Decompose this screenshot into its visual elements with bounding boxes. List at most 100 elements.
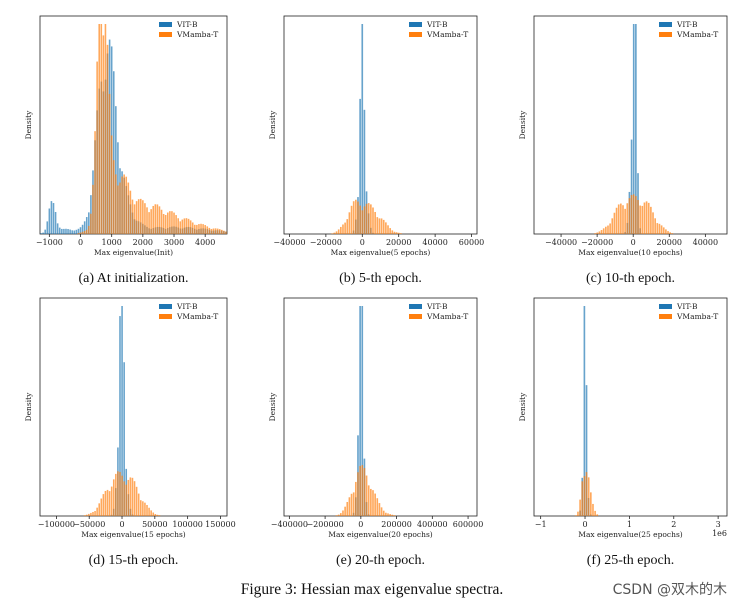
histogram-bar [53, 203, 55, 234]
histogram-bar [601, 230, 603, 234]
histogram-bar [633, 194, 635, 234]
histogram-bar [169, 211, 171, 234]
histogram-bar [96, 62, 98, 234]
histogram-bar [355, 482, 357, 516]
x-tick-label: −20000 [310, 238, 342, 247]
x-axis-label: Max eigenvalue(5 epochs) [331, 248, 431, 257]
histogram-bar [644, 203, 646, 234]
legend-swatch [159, 32, 172, 37]
histogram-bar [209, 228, 211, 234]
histogram-bar [391, 515, 393, 516]
histogram-bar [142, 501, 144, 516]
histogram-bar [146, 505, 148, 516]
histogram-bar [387, 513, 389, 516]
histogram-bar [336, 515, 338, 516]
histogram-bar [217, 229, 219, 234]
histogram-bar [605, 227, 607, 234]
legend-swatch [659, 304, 672, 309]
x-tick-label: −400000 [271, 520, 308, 529]
histogram-bar [353, 492, 355, 516]
histogram-bar [379, 503, 381, 516]
histogram-bar [96, 508, 98, 516]
histogram-bar [669, 232, 671, 234]
histogram-bar [370, 489, 372, 516]
histogram-bar [586, 472, 588, 516]
x-tick-label: −20000 [581, 238, 613, 247]
histogram-bar [188, 219, 190, 234]
histogram-bar [665, 229, 667, 234]
histogram-bar [389, 228, 391, 234]
legend-label: VMamba-T [426, 312, 468, 321]
histogram-bar [641, 206, 643, 234]
histogram-bar [55, 212, 57, 234]
series-vit-b [40, 40, 227, 234]
histogram-bar [624, 209, 626, 234]
histogram-bar [635, 196, 637, 234]
histogram-bar [618, 204, 620, 234]
histogram-bar [614, 213, 616, 234]
histogram-bar [159, 206, 161, 234]
legend-label: VMamba-T [676, 312, 718, 321]
histogram-bar [111, 487, 113, 516]
panel-caption: (f) 25-th epoch. [587, 553, 674, 568]
histogram-bar [157, 204, 159, 234]
histogram-bar [654, 218, 656, 234]
histogram-bar [171, 211, 173, 234]
histogram-bar [575, 515, 577, 516]
x-axis-label: Max eigenvalue(15 epochs) [81, 530, 186, 539]
x-axis-label: Max eigenvalue(Init) [94, 248, 173, 257]
histogram-bar [163, 214, 165, 234]
histogram-bar [165, 215, 167, 234]
x-tick-label: 0 [360, 238, 365, 247]
histogram-bar [123, 174, 125, 234]
chart-panel-4: −100000−50000 0 50000 100000 150000Max eigen… [24, 298, 236, 568]
legend: VIT-BVMamba-T [159, 20, 218, 39]
histogram-bar [78, 233, 80, 234]
series-vit-b [579, 306, 591, 516]
histogram-bar [40, 233, 42, 234]
legend-label: VMamba-T [676, 30, 718, 39]
histogram-bar [159, 515, 161, 516]
histogram-bar [150, 209, 152, 234]
histogram-bar [150, 510, 152, 516]
histogram-bar [590, 492, 592, 516]
x-tick-label: 200000 [381, 520, 412, 529]
histogram-bar [637, 200, 639, 234]
histogram-bar [86, 515, 88, 516]
histogram-bar [155, 514, 157, 516]
histogram-bar [346, 502, 348, 516]
legend-label: VMamba-T [176, 30, 218, 39]
histogram-bar [577, 512, 579, 516]
histogram-bars [336, 306, 396, 516]
histogram-bar [671, 233, 673, 234]
histogram-bar [42, 233, 44, 234]
x-axis-label: Max eigenvalue(20 epochs) [328, 530, 433, 539]
histogram-bar [374, 494, 376, 516]
histogram-bar [182, 220, 184, 234]
histogram-bar [142, 200, 144, 234]
histogram-bar [98, 24, 100, 234]
legend-label: VMamba-T [176, 312, 218, 321]
histogram-bar [646, 201, 648, 234]
histogram-bar [109, 491, 111, 516]
histogram-bar [198, 224, 200, 234]
histogram-bar [177, 218, 179, 234]
plot-frame [40, 298, 227, 516]
x-tick-label: 40000 [422, 238, 447, 247]
panel-caption: (e) 20-th epoch. [336, 553, 425, 568]
legend-label: VIT-B [426, 20, 448, 29]
chart-panel-2: −40000 −20000 0 20000 40000 60000Max eigenval… [268, 16, 484, 286]
histogram-bar [603, 228, 605, 234]
histogram-bar [140, 199, 142, 234]
histogram-bar [652, 212, 654, 234]
legend-swatch [659, 314, 672, 319]
histogram-bar [86, 230, 88, 234]
histogram-bar [394, 232, 396, 234]
chart-panel-5: −400000−200000 0 200000 400000 600000Max eig… [268, 298, 483, 568]
histogram-bar [340, 513, 342, 516]
histogram-bar [125, 177, 127, 234]
x-tick-label: 0 [119, 520, 124, 529]
histogram-bar [383, 511, 385, 516]
histogram-bar [128, 480, 130, 516]
histogram-bar [368, 203, 370, 234]
